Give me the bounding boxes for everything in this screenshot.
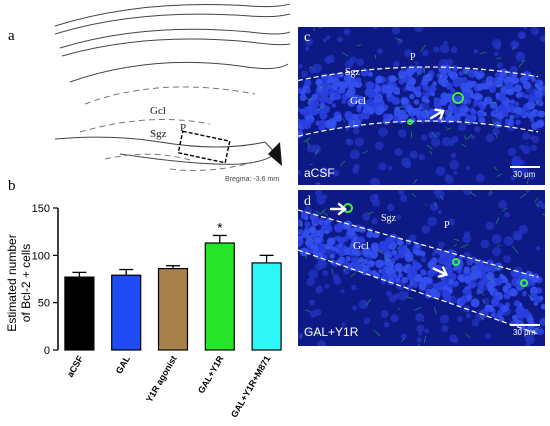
bcl2-positive-cell xyxy=(520,279,528,287)
atlas-label-gcl: Gcl xyxy=(150,105,166,117)
bcl2-bar-chart: Estimated number of Bcl-2 + cells 0 50 100… xyxy=(5,203,282,419)
sgz-boundary-upper xyxy=(298,209,539,278)
micro-c-scalebar xyxy=(510,166,540,168)
micrograph-acsf: c P Sgz Gcl aCSF 30 μm xyxy=(298,27,545,185)
gcl-boundary-lower xyxy=(298,249,539,335)
micro-d-label-p: P xyxy=(444,220,450,231)
micrograph-gal-y1r: d Sgz P Gcl GAL+Y1R 30 μm xyxy=(298,190,545,346)
atlas-label-p: P xyxy=(180,122,186,134)
sgz-boundary-upper xyxy=(298,66,539,82)
arrow-icon xyxy=(429,108,445,120)
panel-letter-c: c xyxy=(304,30,311,45)
panel-letter-b: b xyxy=(8,178,16,194)
bar-gal xyxy=(111,274,142,351)
x-tick-label: Y1R agonist xyxy=(144,354,179,404)
x-tick-label: GAL xyxy=(114,354,132,376)
micro-d-label-gcl: Gcl xyxy=(353,240,369,252)
bar-acsf xyxy=(64,276,95,351)
y-tick-label: 0 xyxy=(44,345,50,357)
micro-c-label-p: P xyxy=(410,52,416,63)
bcl2-positive-cell xyxy=(452,258,460,266)
x-tick-label: GAL+Y1R xyxy=(196,354,226,396)
bregma-label: Bregma: -3.6 mm xyxy=(225,176,280,183)
micro-c-label-gcl: Gcl xyxy=(350,95,366,107)
atlas-label-sgz: Sgz xyxy=(150,128,167,140)
y-tick-label: 150 xyxy=(32,203,50,215)
bar-gal-y1r-m871 xyxy=(251,262,282,351)
micro-c-label-sgz: Sgz xyxy=(345,67,360,78)
arrow-icon xyxy=(432,266,449,278)
arrow-icon xyxy=(329,202,347,216)
micro-c-condition: aCSF xyxy=(304,166,335,180)
panel-letter-d: d xyxy=(304,194,311,209)
micro-d-scalebar xyxy=(510,324,540,326)
y-tick-label: 100 xyxy=(32,250,50,262)
micro-d-scale-label: 30 μm xyxy=(513,328,536,337)
significance-marker: * xyxy=(217,219,223,235)
x-tick-label: GAL+Y1R+M871 xyxy=(229,354,272,419)
y-tick-label: 50 xyxy=(38,298,50,310)
y-axis-label-line-2: of Bcl-2 + cells xyxy=(19,244,33,322)
micro-d-label-sgz: Sgz xyxy=(381,213,396,224)
hippocampus-atlas-diagram: Gcl Sgz P xyxy=(54,4,290,171)
bar-y1r-agonist xyxy=(157,267,189,351)
roi-box xyxy=(177,130,231,164)
micro-c-scale-label: 30 μm xyxy=(513,170,536,179)
micro-d-condition: GAL+Y1R xyxy=(304,325,359,339)
panel-letter-a: a xyxy=(8,28,15,44)
x-tick-label: aCSF xyxy=(65,354,85,379)
y-axis-label-line-1: Estimated number xyxy=(5,234,19,331)
gcl-boundary-lower xyxy=(298,120,539,137)
bcl2-positive-cell xyxy=(407,119,413,125)
bar-gal-y1r xyxy=(204,242,235,351)
bcl2-positive-cell xyxy=(452,92,464,104)
